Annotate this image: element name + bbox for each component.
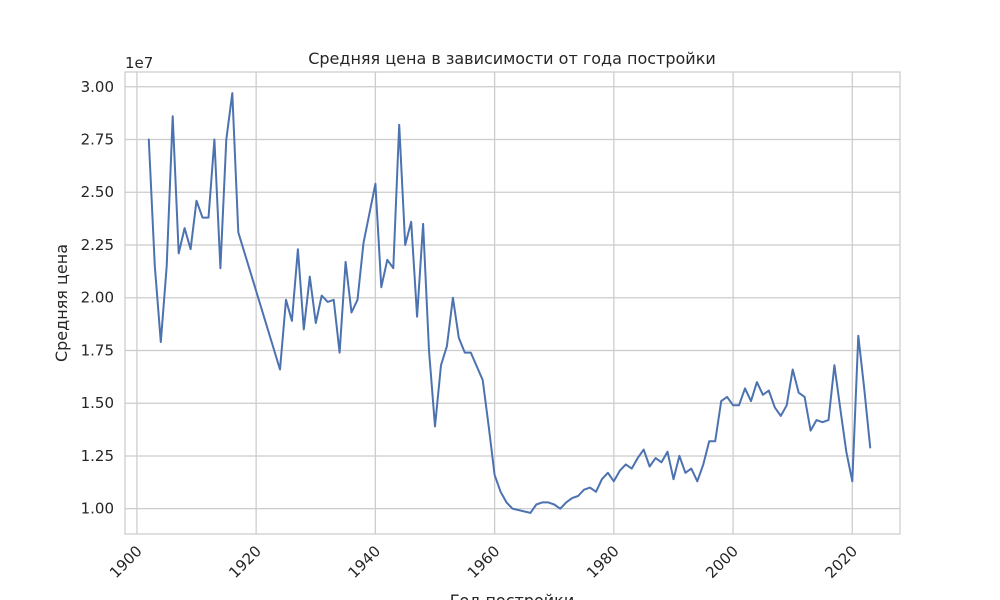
x-tick-label: 1960 xyxy=(464,542,504,582)
series-group xyxy=(147,92,872,514)
y-tick-label: 1.25 xyxy=(81,447,114,465)
y-tick-label: 3.00 xyxy=(81,78,114,96)
x-tick-labels: 1900 1920 1940 1960 1980 2000 2020 xyxy=(106,542,861,582)
x-tick-label: 1980 xyxy=(583,542,623,582)
chart-title: Средняя цена в зависимости от года постр… xyxy=(308,49,716,68)
grid xyxy=(125,72,900,534)
y-tick-label: 2.00 xyxy=(81,289,114,307)
x-tick-label: 2000 xyxy=(702,542,742,582)
y-tick-label: 2.50 xyxy=(81,183,114,201)
x-axis-label: Год постройки xyxy=(450,591,574,600)
y-tick-label: 1.00 xyxy=(81,500,114,518)
x-tick-label: 2020 xyxy=(821,542,861,582)
y-tick-label: 2.75 xyxy=(81,131,114,149)
x-tick-label: 1940 xyxy=(344,542,384,582)
plot-frame xyxy=(124,71,901,535)
y-tick-labels: 1.00 1.25 1.50 1.75 2.00 2.25 2.50 2.75 3.00 xyxy=(81,78,114,518)
y-tick-label: 2.25 xyxy=(81,236,114,254)
y-axis-label: Средняя цена xyxy=(52,244,71,362)
x-tick-label: 1900 xyxy=(106,542,146,582)
x-tick-label: 1920 xyxy=(225,542,265,582)
series-line xyxy=(147,92,872,514)
plot-background xyxy=(125,72,900,534)
y-tick-label: 1.50 xyxy=(81,394,114,412)
y-offset-text: 1e7 xyxy=(125,54,153,72)
y-tick-label: 1.75 xyxy=(81,341,114,359)
